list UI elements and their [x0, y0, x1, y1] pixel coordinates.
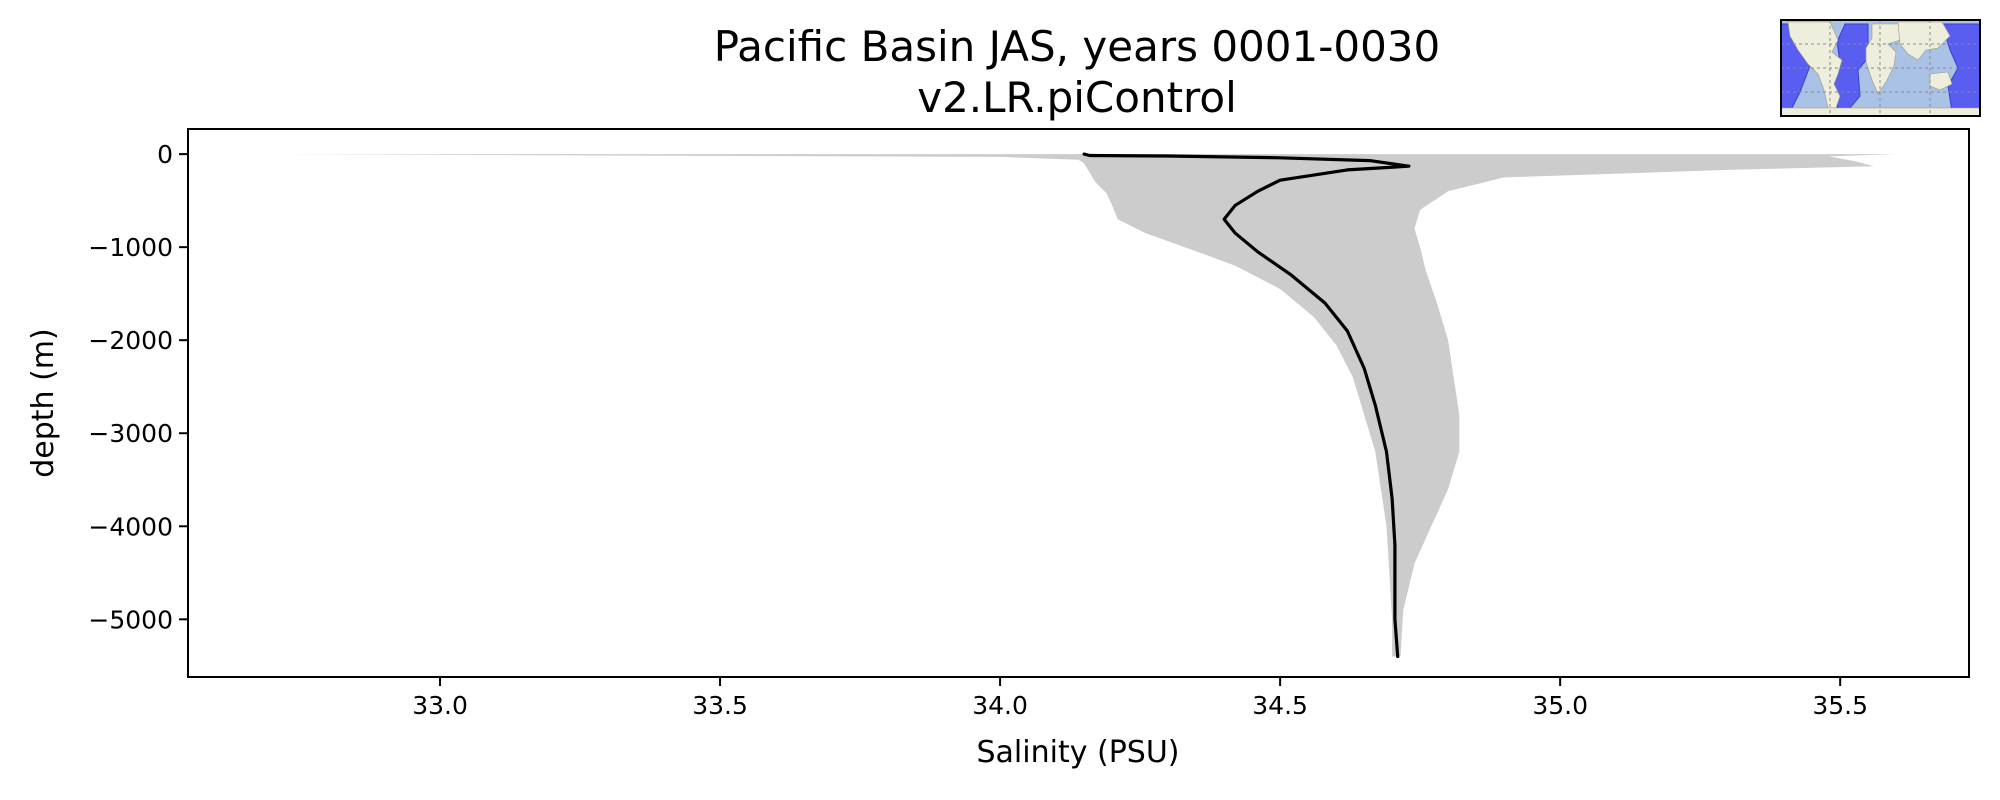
y-tick-label: 0: [157, 140, 173, 169]
land-asia: [1897, 21, 1951, 61]
y-axis-label: depth (m): [26, 328, 61, 478]
y-tick-label: −5000: [88, 605, 173, 634]
chart-subtitle: v2.LR.piControl: [917, 73, 1237, 122]
plot-frame: [187, 128, 1970, 678]
x-tick-label: 34.5: [1252, 691, 1308, 720]
x-axis-label: Salinity (PSU): [977, 735, 1180, 770]
plot-area: [187, 128, 1970, 678]
y-tick-label: −4000: [88, 512, 173, 541]
y-tick-label: −1000: [88, 233, 173, 262]
spread-band: [283, 154, 1897, 657]
chart-title: Pacific Basin JAS, years 0001-0030: [714, 22, 1441, 71]
x-tick-label: 33.5: [692, 691, 748, 720]
x-tick-label: 33.0: [412, 691, 468, 720]
x-axis: 33.0 33.5 34.0 34.5 35.0 35.5: [412, 677, 1868, 720]
x-tick-label: 35.0: [1532, 691, 1588, 720]
y-tick-label: −2000: [88, 326, 173, 355]
inset-map: [1780, 19, 1981, 117]
land-australia: [1929, 71, 1953, 91]
inset-map-frame: [1780, 19, 1981, 117]
salinity-profile-line: [1082, 152, 1411, 659]
inset-map-gridlines: [1781, 20, 1980, 116]
x-tick-label: 35.5: [1812, 691, 1868, 720]
y-tick-label: −3000: [88, 419, 173, 448]
y-axis: 0 −1000 −2000 −3000 −4000 −5000: [88, 140, 188, 634]
x-tick-label: 34.0: [972, 691, 1028, 720]
